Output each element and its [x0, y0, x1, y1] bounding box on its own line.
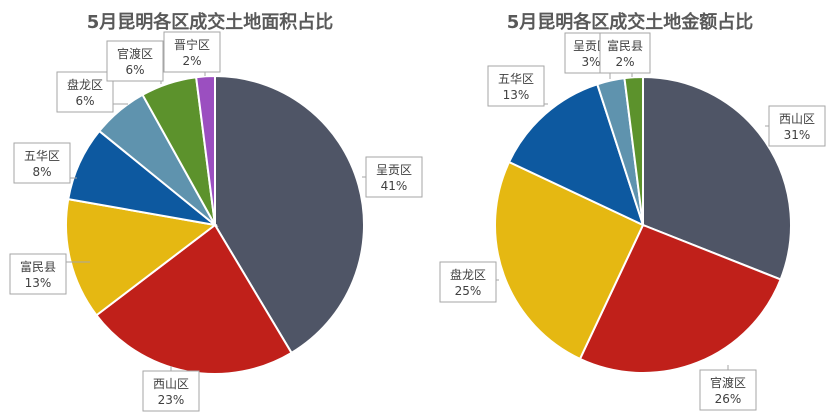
chart-2-callout-box-3	[487, 65, 545, 107]
chart-2-slice-value-4: 3%	[581, 55, 600, 69]
chart-1-callout-box-3	[13, 142, 71, 184]
chart-1-slice-value-2: 13%	[25, 276, 52, 290]
chart-2-slice-label-1: 官渡区	[710, 375, 746, 390]
chart-1-slice-label-1: 西山区	[153, 377, 189, 391]
chart-1-slice-label-0: 呈贡区	[376, 163, 412, 177]
chart-1-callout-box-2	[9, 253, 67, 295]
chart-2-slice-2	[494, 160, 645, 361]
chart-2-slice-3	[507, 82, 645, 227]
chart-1-slice-0	[214, 74, 365, 355]
chart-1-slice-value-0: 41%	[381, 179, 408, 193]
chart-1-slice-value-3: 8%	[32, 165, 51, 179]
chart-1-callout-box-5	[106, 40, 164, 82]
chart-1-slice-6	[195, 74, 216, 226]
chart-2-slice-5	[623, 75, 644, 226]
chart-2-callout-box-2	[439, 261, 497, 303]
chart-1-slice-label-6: 晋宁区	[174, 37, 210, 52]
chart-2-title: 5月昆明各区成交土地金额占比	[507, 11, 754, 33]
chart-1-slice-label-4: 盘龙区	[67, 77, 103, 92]
chart-1-slice-value-6: 2%	[182, 54, 201, 68]
chart-1-slice-label-2: 富民县	[20, 259, 56, 274]
chart-2-slice-value-5: 2%	[615, 55, 634, 69]
chart-2-slice-0	[642, 75, 792, 281]
chart-1-slice-2	[65, 197, 218, 317]
chart-2-slice-label-0: 西山区	[779, 112, 815, 126]
chart-1-title: 5月昆明各区成交土地面积占比	[87, 11, 334, 33]
chart-2-callout-box-5	[599, 32, 651, 74]
chart-2-slice-value-1: 26%	[715, 392, 742, 406]
chart-1-slice-label-3: 五华区	[24, 149, 60, 163]
chart-2-slice-label-3: 五华区	[498, 72, 534, 86]
chart-2-slice-1	[578, 223, 782, 374]
chart-2-callout-box-0	[768, 105, 826, 147]
chart-2-slice-value-3: 13%	[503, 88, 530, 102]
chart-1-callout-box-6	[163, 31, 221, 73]
chart-1-callout-box-0	[365, 156, 423, 198]
chart-2-slice-label-2: 盘龙区	[450, 267, 486, 282]
chart-2-slice-value-2: 25%	[455, 284, 482, 298]
chart-1-callout-box-4	[56, 71, 114, 113]
chart-1-slice-label-5: 官渡区	[117, 46, 153, 61]
chart-2-callout-box-1	[699, 369, 757, 411]
chart-2-slice-value-0: 31%	[784, 128, 811, 142]
chart-1-callout-box-1	[142, 370, 200, 412]
chart-2-slice-label-5: 富民县	[607, 38, 643, 53]
chart-1-slice-value-1: 23%	[158, 393, 185, 407]
chart-1-slice-value-4: 6%	[75, 94, 94, 108]
chart-1-slice-value-5: 6%	[125, 63, 144, 77]
